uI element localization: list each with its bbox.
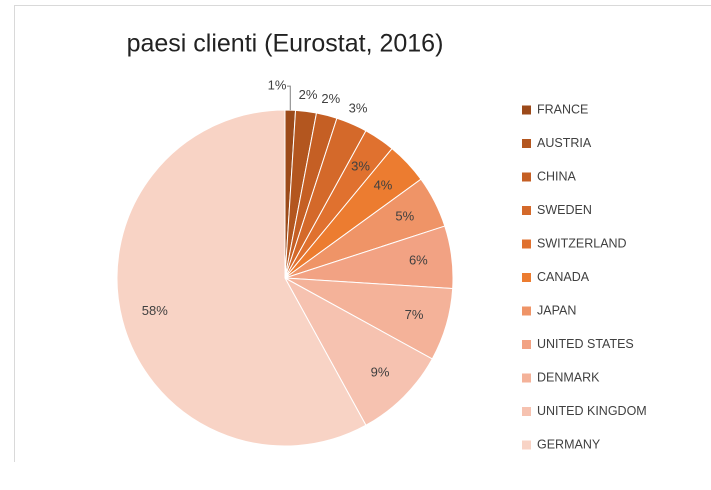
legend-swatch (522, 273, 531, 282)
legend-label: CANADA (537, 270, 590, 284)
legend-label: UNITED KINGDOM (537, 404, 647, 418)
legend-label: JAPAN (537, 303, 576, 317)
legend-swatch (522, 373, 531, 383)
legend-swatch (522, 407, 531, 416)
legend-swatch (522, 340, 531, 349)
legend-label: CHINA (537, 169, 577, 183)
data-label: 2% (321, 91, 340, 106)
data-label: 4% (374, 177, 393, 192)
legend-label: FRANCE (537, 102, 588, 116)
legend-label: AUSTRIA (537, 136, 592, 150)
chart-title: paesi clienti (Eurostat, 2016) (127, 30, 444, 58)
pie-slice (283, 276, 433, 426)
legend-swatch (522, 206, 531, 215)
legend-label: SWITZERLAND (537, 236, 627, 250)
legend-swatch (522, 139, 531, 148)
pie-slice (116, 109, 367, 447)
legend-swatch (522, 172, 531, 182)
legend-swatch (522, 306, 531, 316)
legend-swatch (522, 239, 531, 249)
legend-swatch (522, 440, 531, 450)
data-label: 3% (351, 158, 370, 173)
legend-label: UNITED STATES (537, 337, 634, 351)
legend-label: SWEDEN (537, 203, 592, 217)
data-label: 9% (371, 364, 390, 379)
legend-label: DENMARK (537, 370, 600, 384)
legend-swatch (522, 105, 531, 115)
data-label: 1% (268, 78, 287, 93)
data-label: 58% (142, 303, 168, 318)
leader-line (287, 85, 291, 111)
data-label: 2% (299, 87, 318, 102)
data-label: 6% (409, 253, 428, 268)
data-label: 3% (349, 101, 368, 116)
chart-border (14, 5, 711, 462)
data-label: 7% (405, 307, 424, 322)
data-label: 5% (395, 208, 414, 223)
legend-label: GERMANY (537, 437, 601, 451)
